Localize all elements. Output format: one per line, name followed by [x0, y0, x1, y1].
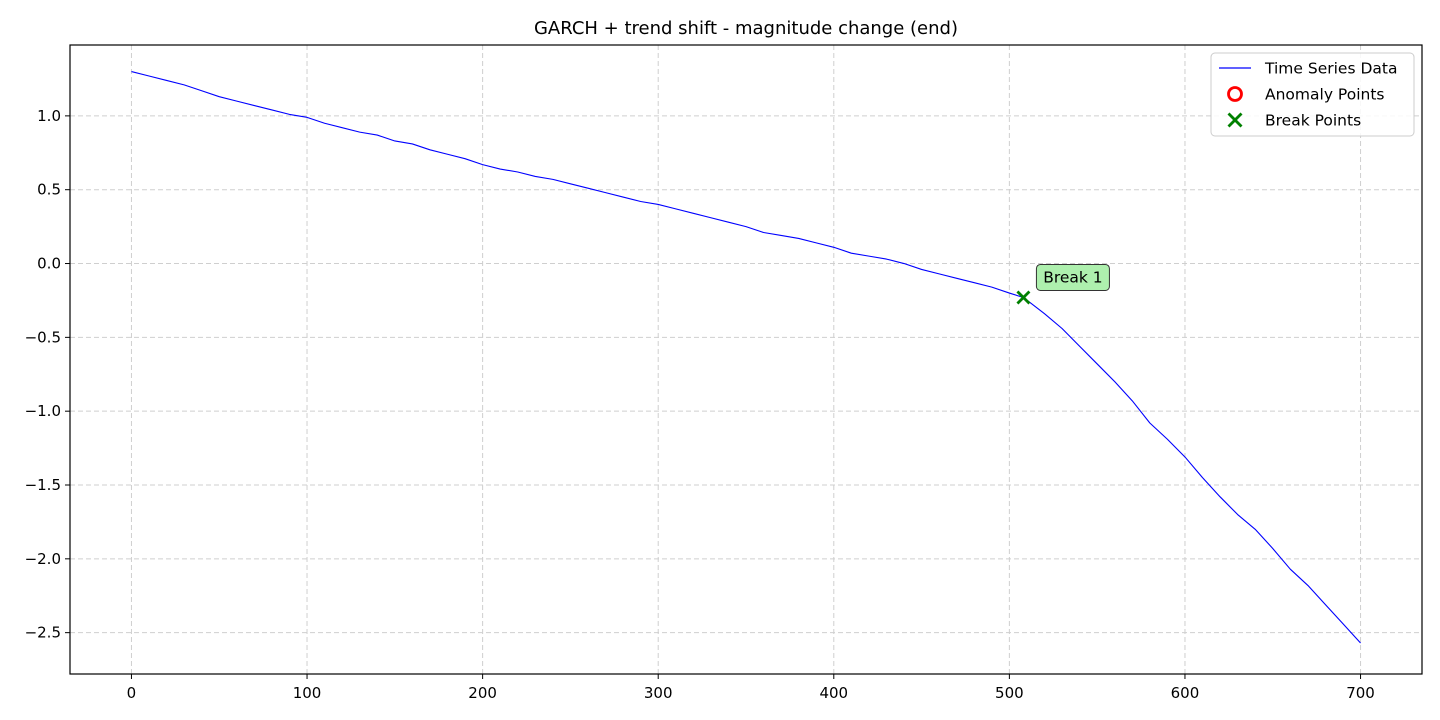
y-tick-label: −1.0: [25, 402, 61, 420]
x-tick-label: 300: [644, 684, 673, 702]
legend-circle-swatch: [1227, 86, 1243, 102]
legend-label: Break Points: [1265, 112, 1361, 130]
legend-box: [1210, 52, 1415, 137]
x-tick-label: 200: [468, 684, 497, 702]
legend-label: Anomaly Points: [1265, 86, 1384, 104]
break-point-marker: [1016, 290, 1031, 305]
axis-ticks: 0 100 200 300 400 500 600 700 1.0 0.5 0.0 −0.5 −1.0 −…: [25, 107, 1375, 702]
legend-x-swatch: [1227, 112, 1243, 128]
legend-x-stroke: [1227, 112, 1243, 128]
y-tick-label: 0.5: [37, 181, 61, 199]
x-tick-label: 0: [127, 684, 137, 702]
y-tick-label: 1.0: [37, 107, 61, 125]
y-tick-label: −0.5: [25, 328, 61, 346]
series-layer: [131, 71, 1361, 644]
y-tick-label: −2.5: [25, 624, 61, 642]
y-tick-label: −1.5: [25, 476, 61, 494]
y-tick-label: 0.0: [37, 255, 61, 273]
break-annotation-box: [1035, 263, 1110, 291]
legend: Time Series Data Anomaly Points Break Poin…: [1210, 52, 1415, 137]
x-tick-label: 100: [293, 684, 322, 702]
chart-title: GARCH + trend shift - magnitude change (…: [534, 18, 958, 39]
x-tick-label: 400: [819, 684, 848, 702]
series-line-time-series-data: [131, 71, 1361, 644]
x-tick-label: 600: [1171, 684, 1200, 702]
legend-label: Time Series Data: [1264, 60, 1397, 78]
x-tick-label: 500: [995, 684, 1024, 702]
plot-area-frame: [69, 44, 1423, 675]
marker-layer: Break 1: [1016, 263, 1110, 305]
break-point-stroke: [1016, 290, 1031, 305]
x-tick-label: 700: [1346, 684, 1375, 702]
y-tick-label: −2.0: [25, 550, 61, 568]
break-annotation-label: Break 1: [1043, 268, 1102, 286]
